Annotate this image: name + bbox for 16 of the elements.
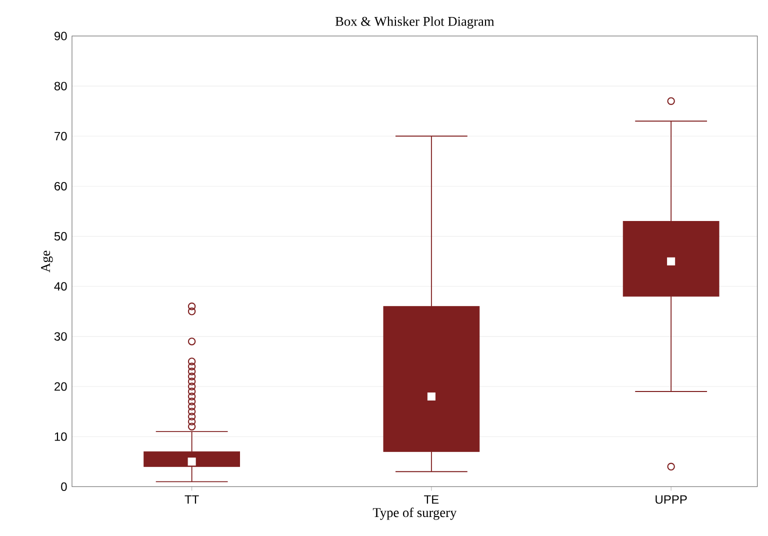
- y-tick-label: 0: [61, 482, 67, 491]
- x-tick-label: TT: [184, 495, 199, 504]
- y-tick-label: 10: [54, 432, 67, 441]
- chart-title: Box & Whisker Plot Diagram: [335, 16, 494, 29]
- y-tick-label: 50: [54, 232, 67, 241]
- y-tick-label: 90: [54, 32, 67, 40]
- y-axis-title: Age: [41, 250, 53, 272]
- y-tick-label: 60: [54, 182, 67, 190]
- y-tick-label: 80: [54, 82, 67, 90]
- x-tick-label: TE: [424, 495, 439, 504]
- x-tick-label: UPPP: [656, 495, 687, 504]
- y-tick-label: 70: [54, 132, 67, 140]
- y-tick-label: 30: [54, 332, 67, 341]
- x-axis-title: Type of surgery: [372, 508, 457, 520]
- y-tick-label: 20: [54, 382, 67, 391]
- y-tick-label: 40: [54, 282, 67, 291]
